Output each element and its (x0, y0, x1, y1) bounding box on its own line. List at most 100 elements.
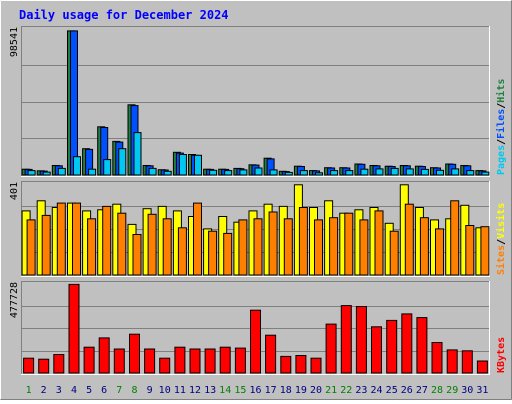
day-label: 29 (446, 385, 458, 396)
bar-sites (193, 202, 202, 276)
bar-kbytes (189, 348, 201, 374)
day-label: 30 (461, 385, 473, 396)
bar-kbytes (325, 323, 337, 374)
day-label: 28 (431, 385, 443, 396)
bar-pages (148, 167, 157, 176)
bar-kbytes (159, 357, 171, 374)
bar-sites (480, 226, 490, 276)
bar-pages (375, 168, 384, 176)
bar-sites (87, 218, 97, 276)
legend-item: Hits (495, 79, 507, 103)
bar-kbytes (386, 319, 398, 374)
bar-sites (102, 205, 112, 276)
day-label: 21 (325, 385, 337, 396)
day-label: 18 (280, 385, 292, 396)
bar-pages (481, 171, 490, 176)
bar-sites (374, 210, 384, 276)
bar-pages (390, 167, 399, 176)
bar-pages (178, 154, 187, 176)
x-axis-day-labels: 1 2 3 4 5 6 7 8 9 10 11 12 13 14 15 16 17 18 19 20 21 22 23 24 2… (26, 385, 489, 396)
bar-pages (118, 148, 127, 176)
chart-title: Daily usage for December 2024 (19, 8, 229, 22)
bar-sites (344, 212, 354, 276)
bar-sites (147, 213, 157, 276)
day-label: 11 (174, 385, 186, 396)
bar-kbytes (144, 348, 156, 374)
day-label: 31 (476, 385, 488, 396)
bar-sites (238, 219, 248, 276)
y-max-label: 477728 (9, 282, 20, 318)
bar-sites (329, 217, 339, 276)
bar-sites (450, 200, 460, 276)
legend-item: KBytes (496, 337, 507, 373)
bar-kbytes (113, 348, 125, 374)
bar-pages (420, 168, 429, 176)
day-label: 17 (265, 385, 277, 396)
bar-kbytes (446, 349, 458, 374)
day-label: 2 (41, 385, 47, 396)
bar-sites (253, 218, 263, 276)
bar-sites (208, 230, 218, 276)
bar-sites (404, 203, 414, 276)
bar-pages (405, 168, 414, 176)
bar-kbytes (476, 360, 488, 374)
bar-pages (436, 169, 444, 176)
bar-pages (299, 170, 308, 176)
bar-sites (223, 232, 233, 276)
bar-pages (73, 156, 81, 176)
day-label: 8 (131, 385, 137, 396)
bar-sites (132, 234, 142, 276)
bar-kbytes (129, 333, 140, 374)
bar-pages (194, 154, 202, 176)
bar-sites (389, 230, 399, 276)
bar-pages (133, 132, 142, 176)
y-axis-labels: 98541 401 477728 (9, 27, 20, 318)
legend-item: Sites (495, 245, 507, 275)
day-label: 14 (219, 385, 231, 396)
day-label: 26 (401, 385, 413, 396)
bar-sites (26, 219, 36, 276)
bar-pages (451, 168, 460, 176)
day-label: 19 (295, 385, 307, 396)
day-label: 13 (204, 385, 216, 396)
bar-sites (435, 228, 444, 276)
bar-pages (345, 170, 354, 176)
legend-separator: / (496, 139, 507, 145)
bar-sites (117, 212, 127, 276)
legend-separator: / (496, 103, 507, 109)
day-label: 24 (370, 385, 382, 396)
bar-kbytes (83, 346, 95, 374)
bar-pages (27, 170, 36, 176)
bar-sites (41, 214, 51, 276)
bar-kbytes (401, 313, 413, 374)
bar-sites (283, 218, 293, 276)
day-label: 12 (189, 385, 201, 396)
bar-kbytes (98, 337, 110, 374)
day-label: 10 (159, 385, 171, 396)
day-label: 20 (310, 385, 322, 396)
legend-item: Files (495, 109, 507, 139)
bar-kbytes (174, 346, 186, 374)
bar-kbytes (310, 357, 322, 374)
bar-pages (103, 159, 112, 176)
bar-kbytes (38, 358, 50, 374)
bar-sites (314, 219, 323, 276)
bar-kbytes (250, 309, 261, 374)
bar-pages (57, 167, 66, 176)
bar-pages (224, 170, 233, 176)
legend-item: Visits (495, 203, 507, 239)
bar-pages (284, 171, 293, 176)
y-max-label: 98541 (9, 27, 20, 57)
bar-kbytes (461, 350, 473, 374)
day-label: 22 (340, 385, 352, 396)
day-label: 5 (86, 385, 92, 396)
day-label: 3 (56, 385, 62, 396)
legend-visits-sites: Sites/Visits (495, 203, 507, 275)
bar-kbytes (371, 326, 382, 374)
bar-kbytes (295, 355, 307, 374)
bar-kbytes (219, 346, 231, 374)
bar-pages (360, 168, 369, 176)
bar-sites (465, 225, 475, 276)
bar-pages (254, 167, 263, 176)
